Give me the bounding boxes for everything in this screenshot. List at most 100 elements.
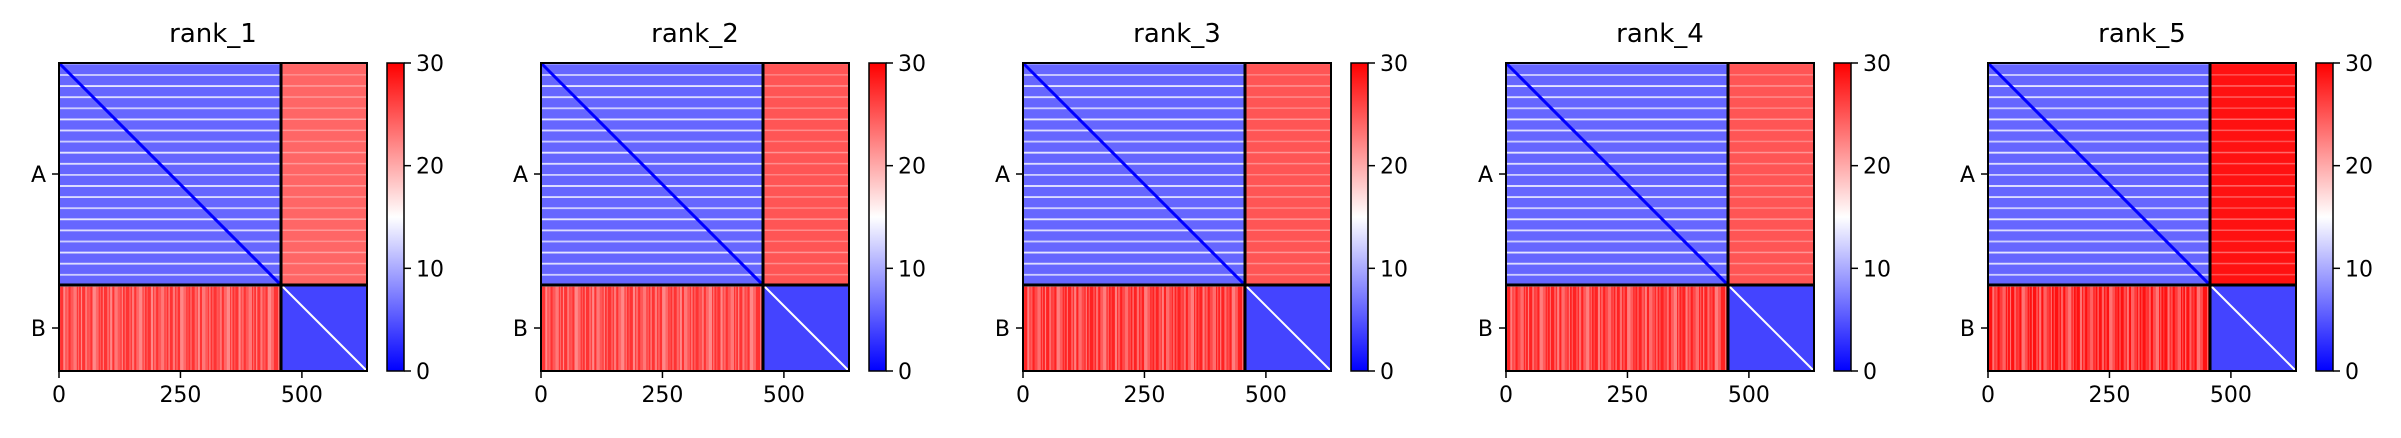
pae-stripe	[1049, 285, 1052, 371]
pae-stripe	[614, 285, 617, 371]
pae-stripe	[2046, 285, 2050, 371]
pae-stripe	[1245, 129, 1331, 132]
pae-stripe	[63, 285, 66, 371]
pae-stripe	[1666, 285, 1669, 371]
pae-stripe	[1169, 285, 1173, 371]
pae-stripe	[2141, 285, 2143, 371]
pae-stripe	[2061, 285, 2064, 371]
pae-stripe	[1593, 285, 1595, 371]
pae-stripe	[541, 207, 764, 210]
x-tick-label: 250	[1123, 383, 1165, 408]
pae-stripe	[1615, 285, 1617, 371]
y-tick-label: B	[995, 317, 1010, 342]
pae-stripe	[201, 285, 206, 371]
pae-stripe	[1728, 273, 1814, 276]
pae-stripe	[1728, 218, 1814, 220]
pae-stripe	[1245, 129, 1331, 132]
pae-stripe	[763, 229, 849, 231]
pae-stripe	[632, 285, 636, 371]
pae-stripe	[1535, 285, 1538, 371]
pae-stripe	[735, 285, 737, 371]
pae-stripe	[541, 151, 764, 154]
x-tick-label: 500	[1245, 383, 1287, 408]
panel-rank_5: rank_5 0 250 500 A B 0 10 20 30	[1960, 19, 2373, 408]
pae-stripe	[1663, 285, 1666, 371]
x-tick-label: 500	[1728, 383, 1770, 408]
pae-stripe	[541, 185, 764, 187]
pae-stripe	[763, 129, 849, 132]
pae-stripe	[281, 162, 367, 165]
pae-stripe	[1728, 107, 1814, 109]
pae-stripe	[589, 285, 592, 371]
pae-stripe	[763, 273, 849, 276]
pae-stripe	[1023, 185, 1246, 187]
pae-stripe	[541, 118, 764, 121]
pae-stripe	[2097, 285, 2099, 371]
pae-stripe	[281, 273, 367, 276]
pae-stripe	[1023, 140, 1246, 143]
pae-diagonal	[762, 284, 850, 372]
pae-stripe	[763, 96, 849, 98]
pae-stripe	[1524, 285, 1527, 371]
colorbar-tick-label: 20	[1380, 155, 1408, 180]
pae-stripe	[1220, 285, 1222, 371]
pae-stripe	[1161, 285, 1164, 371]
pae-stripe	[2002, 285, 2006, 371]
pae-stripe	[59, 207, 282, 210]
pae-stripe	[1988, 140, 2211, 143]
pae-stripe	[1245, 140, 1331, 143]
pae-stripe	[577, 285, 581, 371]
pae-stripe	[1052, 285, 1055, 371]
pae-stripe	[270, 285, 274, 371]
pae-stripe	[59, 74, 282, 76]
pae-stripe	[541, 262, 764, 265]
pae-stripe	[2210, 218, 2296, 220]
pae-stripe	[212, 285, 214, 371]
pae-stripe	[763, 273, 849, 276]
pae-stripe	[763, 162, 849, 165]
pae-stripe	[1648, 285, 1653, 371]
pae-stripe	[2075, 285, 2077, 371]
pae-stripe	[599, 285, 603, 371]
pae-stripe	[231, 285, 233, 371]
pae-stripe	[281, 74, 367, 76]
pae-stripe	[281, 118, 367, 120]
pae-stripe	[1728, 240, 1814, 243]
colorbar	[386, 62, 405, 372]
pae-stripe	[1506, 107, 1729, 110]
pae-diagonal	[1504, 61, 1730, 287]
pae-stripe	[1539, 285, 1543, 371]
colorbar-tick-label: 30	[2345, 52, 2373, 77]
pae-stripe	[763, 207, 849, 209]
pae-stripe	[59, 74, 282, 76]
pae-stripe	[59, 96, 282, 99]
pae-stripe	[1506, 96, 1729, 99]
pae-stripe	[1034, 285, 1038, 371]
pae-stripe	[99, 285, 101, 371]
colorbar	[2315, 62, 2334, 372]
pae-stripe	[541, 74, 764, 76]
pae-stripe	[606, 285, 608, 371]
pae-stripe	[1728, 96, 1814, 98]
pae-stripe	[1703, 285, 1705, 371]
pae-stripe	[1023, 207, 1246, 210]
pae-stripe	[59, 229, 282, 232]
pae-stripe	[1085, 285, 1087, 371]
pae-stripe	[1144, 285, 1148, 371]
pae-diagonal	[1021, 61, 1247, 287]
pae-stripe	[281, 118, 367, 120]
colorbar-tick-label: 10	[2345, 257, 2373, 282]
pae-stripe	[555, 285, 559, 371]
pae-stripe	[136, 285, 140, 371]
pae-stripe	[1245, 229, 1331, 231]
pae-stripe	[2210, 262, 2296, 265]
pae-stripe	[2189, 285, 2192, 371]
pae-stripe	[1728, 262, 1814, 265]
pae-stripe	[1506, 85, 1729, 87]
pae-stripe	[742, 285, 745, 371]
pae-stripe	[1132, 285, 1134, 371]
pae-stripe	[59, 273, 282, 276]
pae-stripe	[1227, 285, 1230, 371]
pae-stripe	[635, 285, 639, 371]
